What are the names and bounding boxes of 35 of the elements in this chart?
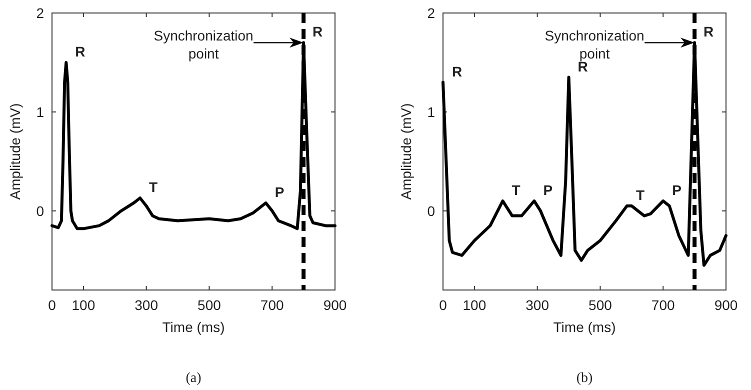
annotation: R bbox=[312, 24, 323, 40]
x-axis-title: Time (ms) bbox=[553, 319, 616, 335]
annotation: P bbox=[672, 182, 682, 198]
x-tick-label: 0 bbox=[439, 297, 448, 313]
annotation: T bbox=[149, 178, 158, 195]
x-tick-label: 0 bbox=[48, 297, 56, 313]
annotation: P bbox=[274, 184, 284, 200]
annotation: T bbox=[636, 186, 645, 203]
annotation: R bbox=[704, 24, 714, 40]
x-tick-label: 500 bbox=[198, 297, 222, 313]
x-tick-label: 100 bbox=[72, 297, 96, 313]
annotation: R bbox=[452, 63, 462, 80]
annotation: R bbox=[75, 43, 86, 60]
x-tick-label: 300 bbox=[134, 297, 158, 313]
annotation: T bbox=[512, 182, 521, 198]
x-tick-label: 100 bbox=[462, 297, 486, 313]
x-tick-label: 500 bbox=[588, 297, 612, 313]
y-tick-label: 2 bbox=[427, 5, 436, 21]
y-axis-title: Amplitude (mV) bbox=[7, 103, 23, 200]
x-tick-label: 300 bbox=[526, 297, 550, 313]
y-axis-title: Amplitude (mV) bbox=[398, 103, 414, 200]
y-tick-label: 0 bbox=[427, 202, 436, 219]
annotation: Synchronization point bbox=[154, 28, 254, 62]
y-tick-label: 1 bbox=[36, 104, 44, 120]
annotation: P bbox=[543, 182, 553, 198]
x-tick-label: 900 bbox=[714, 297, 738, 313]
text: (b) bbox=[576, 371, 593, 386]
x-tick-label: 900 bbox=[323, 297, 347, 313]
x-axis-title: Time (ms) bbox=[162, 319, 225, 335]
x-tick-label: 700 bbox=[651, 297, 676, 313]
y-tick-label: 0 bbox=[36, 202, 44, 219]
y-tick-label: 2 bbox=[36, 5, 44, 21]
text: (a) bbox=[186, 371, 202, 386]
x-tick-label: 700 bbox=[260, 297, 284, 313]
y-tick-label: 1 bbox=[427, 104, 436, 120]
